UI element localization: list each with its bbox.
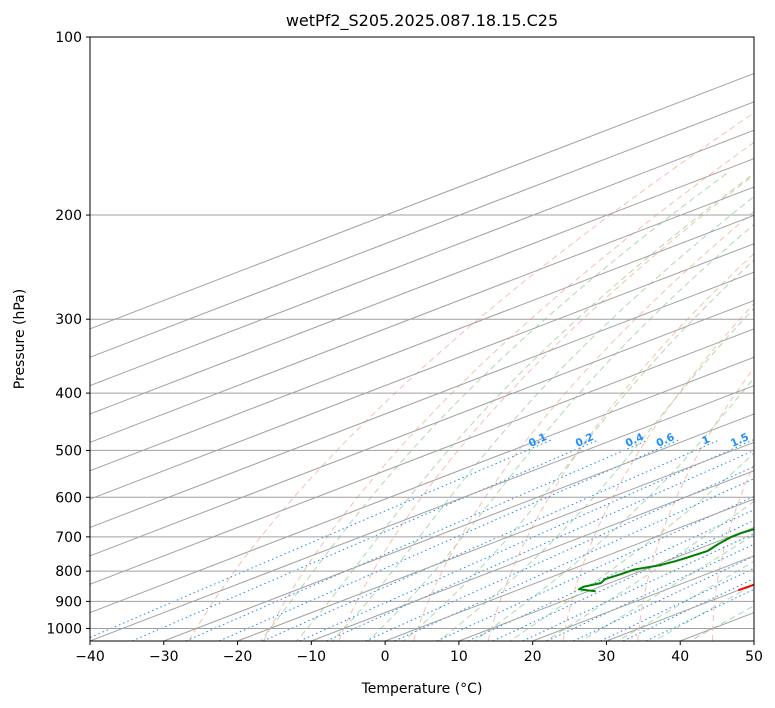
isotherm-line — [90, 299, 754, 557]
moist-adiabat-line — [402, 259, 754, 641]
isotherm-line — [90, 158, 754, 415]
y-axis-ticks: 100 200 300 400 500 600 700 800 900 1000 — [46, 30, 90, 637]
x-tick-label: −40 — [75, 649, 105, 665]
x-tick-label: −10 — [297, 649, 327, 665]
isotherms — [90, 72, 754, 641]
isotherm-line — [458, 526, 754, 641]
x-tick-label: 10 — [450, 649, 468, 665]
y-axis-label: Pressure (hPa) — [12, 289, 28, 389]
mixing-ratio-line — [299, 439, 754, 641]
y-tick-label: 600 — [55, 490, 82, 506]
plot-area: 0.10.20.40.611.52346810131620253036-100-… — [90, 37, 754, 641]
moist-adiabat-line — [367, 223, 754, 641]
dewpoint-line — [578, 528, 754, 593]
x-tick-label: 40 — [671, 649, 689, 665]
y-tick-label: 200 — [55, 208, 82, 224]
isotherm-line — [90, 356, 754, 614]
y-tick-label: 400 — [55, 386, 82, 402]
y-tick-label: 300 — [55, 312, 82, 328]
mixing-ratio-line — [262, 439, 720, 641]
y-tick-label: 900 — [55, 594, 82, 610]
mixing-ratio-line — [365, 466, 754, 641]
y-tick-label: 700 — [55, 530, 82, 546]
isotherm-line — [90, 271, 754, 529]
profile-series — [578, 528, 754, 593]
mixing-ratio-line — [326, 449, 754, 641]
plot-frame — [89, 36, 755, 642]
x-tick-label: 0 — [381, 649, 390, 665]
dry-adiabat-line — [338, 174, 754, 641]
mixing-ratio-line — [90, 439, 552, 639]
y-tick-label: 500 — [55, 443, 82, 459]
dry-adiabat-line — [487, 252, 754, 641]
mixing-ratio-line — [492, 519, 754, 641]
dry-adiabat-line — [188, 112, 754, 641]
isotherm-line — [90, 101, 754, 358]
y-tick-label: 100 — [55, 30, 82, 46]
mixing-ratio-line — [467, 509, 754, 641]
mixing-ratio-line — [436, 496, 754, 641]
isotherm-line — [237, 441, 754, 641]
x-axis-ticks: −40 −30 −20 −10 0 10 20 30 40 50 — [75, 641, 763, 665]
dry-adiabat-line — [637, 366, 754, 641]
grid-lines — [90, 37, 754, 629]
isotherm-line — [311, 470, 754, 641]
chart-title: wetPf2_S205.2025.087.18.15.C25 — [286, 11, 558, 31]
moist-adiabat-line — [295, 172, 754, 641]
moist-adiabat-line — [259, 172, 728, 641]
isotherm-line — [90, 186, 754, 443]
isotherm-line — [90, 328, 754, 585]
mixing-ratio-lines — [90, 439, 754, 641]
moist-adiabat-line — [331, 195, 754, 641]
x-tick-label: −20 — [223, 649, 253, 665]
isotherm-line — [384, 498, 754, 641]
x-tick-label: 50 — [745, 649, 763, 665]
mixing-ratio-line — [185, 439, 649, 641]
y-tick-label: 1000 — [46, 621, 82, 637]
x-tick-label: −30 — [149, 649, 179, 665]
isotherm-line — [90, 72, 754, 330]
isotherm-line — [90, 129, 754, 387]
isotherm-line — [90, 243, 754, 500]
isotherm-line — [90, 385, 754, 641]
isotherm-line — [90, 214, 754, 472]
x-tick-label: 20 — [524, 649, 542, 665]
dry-adiabat-line — [562, 302, 754, 641]
x-axis-label: Temperature (°C) — [361, 681, 483, 697]
isotherm-line — [163, 413, 754, 641]
y-tick-label: 800 — [55, 564, 82, 580]
mixing-ratio-label: 1 — [700, 434, 712, 448]
x-tick-label: 30 — [598, 649, 616, 665]
